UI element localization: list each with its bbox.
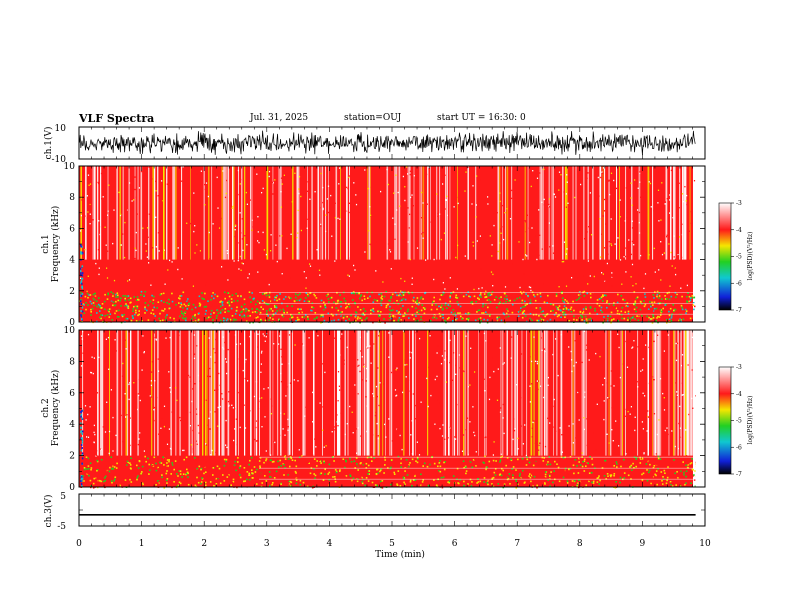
freq-tick-label: 2	[69, 287, 75, 297]
ch1-waveform-ticks	[79, 126, 83, 160]
ch1-frequency-ylabel: Frequency (kHz)	[50, 206, 61, 283]
ch1-spectrogram-yticks: 0 2 4 6 8 10	[64, 162, 705, 328]
freq-tick-label: 10	[64, 326, 76, 336]
time-tick-label: 4	[327, 539, 333, 549]
ch1-waveform-ylabel: ch.1(V)	[43, 127, 54, 160]
freq-tick-label: 10	[64, 162, 76, 172]
date-label: Jul. 31, 2025	[250, 113, 309, 123]
colorbar-tick-label: -6	[736, 280, 742, 287]
time-tick-label: 1	[139, 539, 145, 549]
ch2-colorbar-label: log(PSD)(V²/Hz)	[747, 396, 754, 445]
time-tick-label: 2	[201, 539, 207, 549]
ch1-spectrogram-heatmap	[79, 166, 705, 324]
freq-tick-label: 4	[69, 420, 75, 430]
time-tick-label: 5	[389, 539, 395, 549]
time-tick-label: 7	[514, 539, 520, 549]
time-tick-label: 3	[264, 539, 270, 549]
colorbar-tick-label: -4	[736, 391, 742, 398]
freq-tick-label: 8	[69, 193, 75, 203]
colorbar-tick-label: -3	[736, 364, 742, 371]
ch1-channel-label: ch.1	[41, 234, 51, 253]
time-tick-label: 9	[640, 539, 646, 549]
ch3-waveform-ticks	[79, 493, 705, 527]
ch2-frequency-ylabel: Frequency (kHz)	[50, 370, 61, 447]
time-tick-label: 8	[577, 539, 583, 549]
colorbar-tick-label: -7	[736, 471, 742, 478]
freq-tick-label: 4	[69, 256, 75, 266]
time-tick-label: 0	[76, 539, 82, 549]
ch2-spectrogram-heatmap	[79, 330, 705, 489]
colorbar-tick-label: -4	[736, 227, 742, 234]
ch1-waveform-trace	[78, 130, 696, 156]
freq-tick-label: 2	[69, 452, 75, 462]
ch3-ytick-minus5: -5	[57, 522, 66, 532]
plot-title: VLF Spectra	[79, 112, 155, 125]
ch1-waveform-panel: 10 -10 ch.1(V)	[43, 124, 706, 165]
colorbar-tick-label: -6	[736, 444, 742, 451]
ch1-ytick-top: 10	[55, 124, 67, 134]
freq-tick-label: 0	[69, 318, 75, 328]
start-ut-label: start UT = 16:30: 0	[437, 113, 526, 123]
station-label: station=OUJ	[344, 113, 402, 123]
ch3-waveform-panel: 5 -5 ch.3(V)	[43, 492, 706, 532]
time-axis-label: Time (min)	[375, 549, 425, 560]
time-tick-label: 10	[699, 539, 711, 549]
ch1-spectrogram-panel: 0 2 4 6 8 10 ch.1 Frequency (kHz) -3 -4 -5 -6 -7 …	[41, 162, 754, 328]
time-axis: 0 1 2 3 4 5 6 7 8 9 10	[76, 127, 711, 549]
freq-tick-label: 6	[69, 224, 75, 234]
freq-tick-label: 8	[69, 357, 75, 367]
ch1-colorbar: -3 -4 -5 -6 -7 log(PSD)(V²/Hz)	[718, 200, 754, 314]
colorbar-tick-label: -5	[736, 254, 742, 261]
ch1-colorbar-label: log(PSD)(V²/Hz)	[747, 232, 754, 281]
ch1-ytick-bottom: -10	[52, 155, 67, 165]
time-tick-label: 6	[452, 539, 458, 549]
ch2-colorbar: -3 -4 -5 -6 -7 log(PSD)(V²/Hz)	[718, 364, 754, 478]
colorbar-tick-label: -3	[736, 200, 742, 207]
freq-tick-label: 0	[69, 483, 75, 493]
freq-tick-label: 6	[69, 389, 75, 399]
ch2-channel-label: ch.2	[41, 398, 51, 417]
ch3-ytick-5: 5	[60, 492, 66, 502]
ch2-spectrogram-panel: 0 2 4 6 8 10 ch.2 Frequency (kHz) -3 -4 -5 -6 -7 …	[41, 326, 754, 493]
colorbar-tick-label: -5	[736, 418, 742, 425]
ch2-spectrogram-yticks: 0 2 4 6 8 10	[64, 326, 705, 493]
colorbar-tick-label: -7	[736, 307, 742, 314]
ch3-waveform-ylabel: ch.3(V)	[43, 495, 54, 528]
